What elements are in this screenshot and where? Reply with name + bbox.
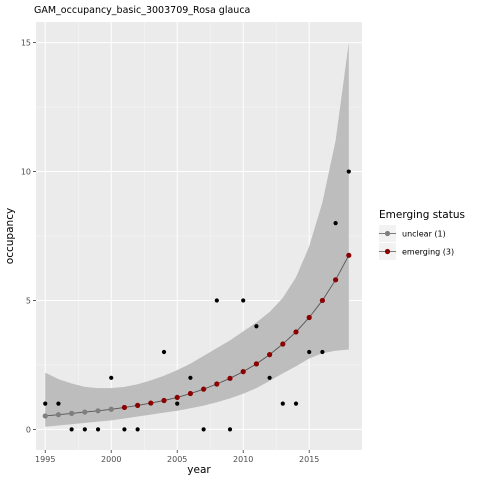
x-tick-label: 2000 (101, 455, 121, 464)
observed-point (320, 349, 325, 355)
legend: Emerging status unclear (1) emerging (3) (379, 209, 465, 260)
fitted-point-emerging (121, 404, 128, 411)
legend-entry-unclear: unclear (1) (379, 225, 446, 242)
observed-point (109, 375, 114, 380)
x-tick-label: 2015 (299, 455, 319, 464)
y-tick-label: 10 (21, 168, 31, 177)
grid-lines (36, 22, 362, 450)
fitted-point-emerging (227, 375, 233, 381)
observed-point (254, 324, 259, 329)
fitted-point-emerging (306, 314, 312, 321)
fitted-point-unclear (42, 413, 48, 419)
fitted-point-unclear (55, 412, 62, 418)
observed-point (161, 349, 167, 355)
observed-point (56, 401, 61, 406)
confidence-ribbon (45, 42, 349, 427)
fitted-point-unclear (69, 410, 75, 416)
fitted-point-unclear (82, 409, 88, 415)
fitted-point-emerging (346, 252, 352, 258)
fitted-point-emerging (253, 361, 260, 367)
fitted-points (42, 252, 352, 419)
y-tick-label: 0 (26, 425, 31, 434)
y-axis: 0 5 10 15 (21, 39, 36, 434)
observed-points (43, 169, 351, 432)
observed-point (307, 349, 312, 355)
observed-point (95, 427, 101, 432)
x-axis-title: year (187, 464, 211, 476)
legend-label-emerging: emerging (3) (402, 248, 454, 257)
ci-ribbon (45, 42, 349, 427)
fitted-point-emerging (174, 394, 180, 401)
chart-title: GAM_occupancy_basic_3003709_Rosa glauca (34, 5, 250, 16)
x-tick-label: 1995 (35, 455, 55, 464)
x-axis: 1995 2000 2005 2010 2015 (35, 450, 319, 464)
fitted-point-emerging (319, 297, 326, 304)
fitted-point-unclear (108, 406, 114, 412)
legend-title: Emerging status (379, 209, 465, 221)
legend-dot-unclear (384, 230, 391, 237)
fitted-point-emerging (148, 400, 154, 406)
legend-label-unclear: unclear (1) (402, 230, 446, 239)
fitted-point-emerging (240, 369, 246, 375)
observed-point (267, 375, 272, 380)
observed-point (280, 401, 285, 406)
y-axis-title: occupancy (4, 208, 16, 264)
observed-point (175, 401, 180, 406)
observed-point (346, 169, 351, 174)
observed-point (241, 298, 246, 303)
x-tick-label: 2010 (233, 455, 253, 464)
fitted-point-emerging (333, 277, 339, 283)
legend-entry-emerging: emerging (3) (379, 243, 454, 260)
observed-point (333, 221, 338, 226)
fitted-point-emerging (293, 329, 299, 335)
observed-point (69, 427, 74, 432)
fitted-point-emerging (135, 402, 141, 408)
x-tick-label: 2005 (167, 455, 187, 464)
observed-point (135, 427, 140, 432)
observed-point (214, 298, 219, 303)
observed-point (82, 427, 87, 432)
observed-point (43, 401, 48, 406)
fitted-point-emerging (214, 381, 220, 387)
y-tick-label: 15 (21, 39, 31, 48)
observed-point (227, 427, 233, 432)
fitted-point-unclear (95, 408, 101, 414)
fitted-point-emerging (201, 386, 207, 392)
observed-point (293, 401, 299, 406)
observed-point (122, 427, 127, 432)
observed-point (201, 427, 206, 432)
observed-point (188, 375, 193, 380)
legend-dot-emerging (384, 248, 391, 255)
fitted-point-emerging (187, 390, 194, 397)
fitted-point-emerging (161, 397, 167, 404)
fitted-point-emerging (267, 352, 273, 358)
fitted-point-emerging (280, 341, 286, 347)
y-tick-label: 5 (26, 296, 31, 305)
